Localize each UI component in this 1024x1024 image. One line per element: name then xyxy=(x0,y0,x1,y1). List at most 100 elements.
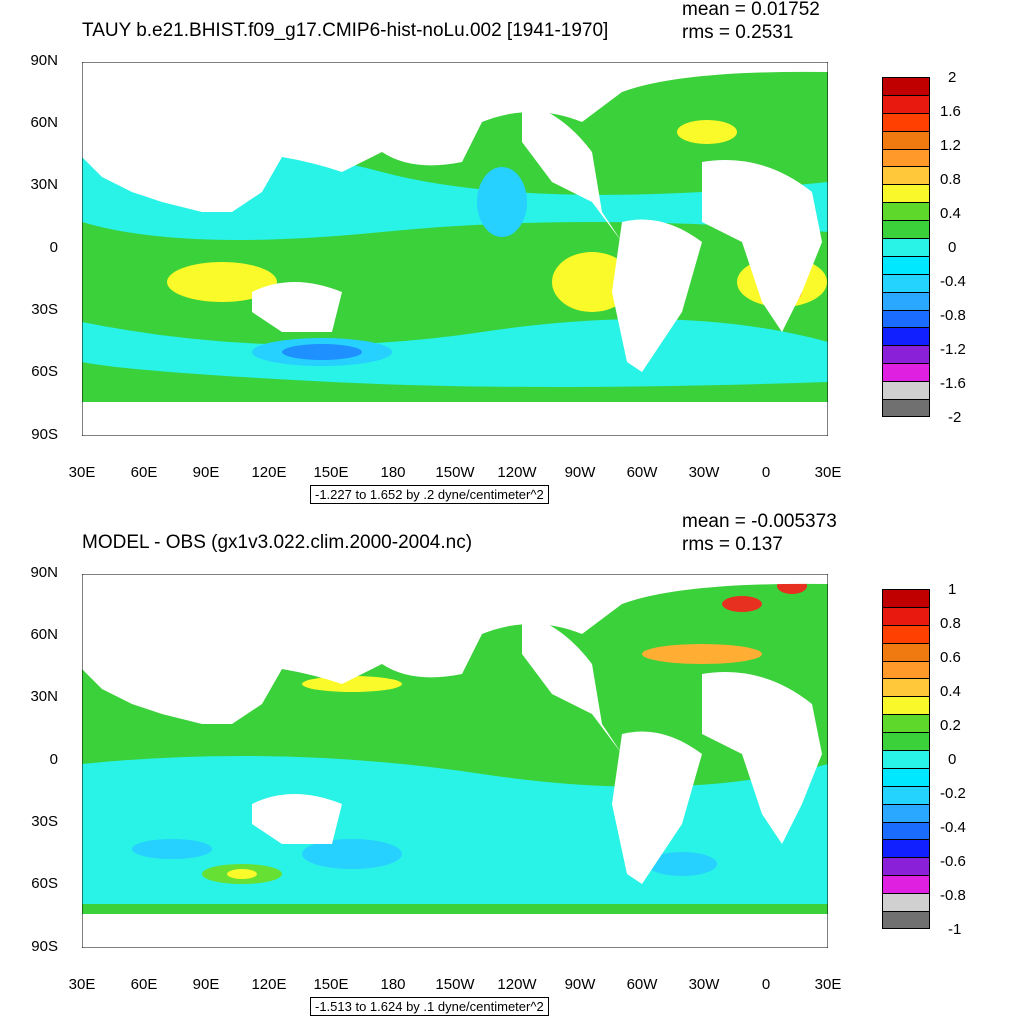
colorbar-swatch xyxy=(883,238,929,256)
colorbar-swatch xyxy=(883,875,929,894)
lon-tick-label: 150W xyxy=(435,976,475,993)
colorbar-label: 0.2 xyxy=(940,717,961,734)
land-north-america xyxy=(522,102,622,242)
colorbar-label: 1.6 xyxy=(940,103,961,120)
low-anomaly xyxy=(282,344,362,360)
land-eurasia xyxy=(82,62,828,212)
rms-value: rms = 0.137 xyxy=(682,534,783,555)
colorbar-label: -1 xyxy=(948,921,962,938)
colorbar-swatch xyxy=(883,220,929,239)
lat-tick-label: 30S xyxy=(31,813,58,830)
colorbar-swatch xyxy=(883,606,929,625)
lon-tick-label: 90E xyxy=(192,464,220,481)
lon-tick-label: 30E xyxy=(814,464,842,481)
colorbar-label: 1.2 xyxy=(940,137,961,154)
lon-tick-label: 120W xyxy=(497,464,537,481)
colorbar-swatch xyxy=(883,857,929,876)
colorbar-swatch xyxy=(883,642,929,661)
colorbar-swatch xyxy=(883,893,929,912)
lon-tick-label: 120W xyxy=(497,976,537,993)
lon-tick-label: 150E xyxy=(313,976,349,993)
colorbar-swatch xyxy=(883,399,929,417)
colorbar-swatch xyxy=(883,184,929,203)
colorbar-label: -0.2 xyxy=(940,785,966,802)
lat-tick-label: 90N xyxy=(30,564,58,581)
colorbar-swatch xyxy=(883,785,929,804)
colorbar-swatch xyxy=(883,309,929,328)
colorbar-label: -0.4 xyxy=(940,273,966,290)
colorbar-swatch xyxy=(883,821,929,840)
lon-tick-label: 60E xyxy=(130,464,158,481)
lat-tick-label: 30S xyxy=(31,301,58,318)
lat-tick-label: 60N xyxy=(30,626,58,643)
colorbar-swatch xyxy=(883,750,929,768)
colorbar-swatch xyxy=(883,381,929,400)
panel-model-minus-obs: MODEL - OBS (gx1v3.022.clim.2000-2004.nc… xyxy=(0,511,1024,1024)
lon-tick-label: 0 xyxy=(761,976,771,993)
land-south-america xyxy=(612,219,702,372)
lat-tick-label: 90S xyxy=(31,938,58,955)
colorbar-label: -0.8 xyxy=(940,307,966,324)
colorbar-swatch xyxy=(883,624,929,643)
colorbar-label: 0 xyxy=(948,751,957,768)
lat-tick-label: 30N xyxy=(30,688,58,705)
colorbar-swatch xyxy=(883,767,929,786)
range-label: -1.227 to 1.652 by .2 dyne/centimeter^2 xyxy=(310,485,549,504)
lon-tick-label: 180 xyxy=(380,976,406,993)
colorbar-swatch xyxy=(883,589,929,607)
colorbar-swatch xyxy=(883,327,929,346)
lon-tick-label: 90W xyxy=(564,976,596,993)
lon-tick-label: 150W xyxy=(435,464,475,481)
land-australia xyxy=(252,794,342,844)
colorbar-label: 0.4 xyxy=(940,683,961,700)
colorbar-swatch xyxy=(883,255,929,274)
colorbar-label: 0.8 xyxy=(940,615,961,632)
colorbar-swatch xyxy=(883,166,929,185)
high-anomaly xyxy=(552,252,632,312)
lon-tick-label: 30W xyxy=(688,464,720,481)
colorbar-label: -2 xyxy=(948,409,962,426)
range-label: -1.513 to 1.624 by .1 dyne/centimeter^2 xyxy=(310,997,549,1016)
colorbar-swatch xyxy=(883,273,929,292)
rms-value: rms = 0.2531 xyxy=(682,22,794,43)
colorbar-label: -0.4 xyxy=(940,819,966,836)
colorbar-label: 0.8 xyxy=(940,171,961,188)
lat-tick-label: 90S xyxy=(31,426,58,443)
colorbar-swatch xyxy=(883,696,929,715)
high-anomaly xyxy=(302,676,402,692)
colorbar-label: 0.4 xyxy=(940,205,961,222)
panel-tauy: TAUY b.e21.BHIST.f09_g17.CMIP6-hist-noLu… xyxy=(30,0,966,504)
colorbar-swatch xyxy=(883,291,929,310)
map-svg xyxy=(82,574,828,948)
land-antarctica xyxy=(82,914,828,948)
colorbar-label: -0.8 xyxy=(940,887,966,904)
colorbar-swatch xyxy=(883,714,929,733)
colorbar-swatch xyxy=(883,839,929,858)
lon-tick-label: 60E xyxy=(130,976,158,993)
colorbar-swatch xyxy=(883,363,929,382)
colorbar-label: 2 xyxy=(948,69,957,86)
land-eurasia xyxy=(82,574,828,724)
colorbar-swatch xyxy=(883,345,929,364)
colorbar-label: 0 xyxy=(948,239,957,256)
lon-tick-label: 90E xyxy=(192,976,220,993)
lon-tick-label: 0 xyxy=(761,464,771,481)
colorbar-swatch xyxy=(883,202,929,221)
lat-tick-label: 90N xyxy=(30,52,58,69)
colorbar-label: -1.2 xyxy=(940,341,966,358)
land-australia xyxy=(252,282,342,332)
lat-tick-label: 60N xyxy=(30,114,58,131)
mean-value: mean = -0.005373 xyxy=(682,511,837,532)
lon-tick-label: 30E xyxy=(68,976,96,993)
colorbar-swatch xyxy=(883,94,929,113)
lon-tick-label: 90W xyxy=(564,464,596,481)
lat-tick-label: 0 xyxy=(49,239,58,256)
lon-tick-label: 150E xyxy=(313,464,349,481)
lon-tick-label: 120E xyxy=(251,464,287,481)
colorbar-swatch xyxy=(883,130,929,149)
map-plot xyxy=(82,574,828,948)
low-anomaly xyxy=(302,839,402,869)
land-north-america xyxy=(522,614,622,754)
lat-tick-label: 30N xyxy=(30,176,58,193)
panel-title: MODEL - OBS (gx1v3.022.clim.2000-2004.nc… xyxy=(82,532,473,553)
